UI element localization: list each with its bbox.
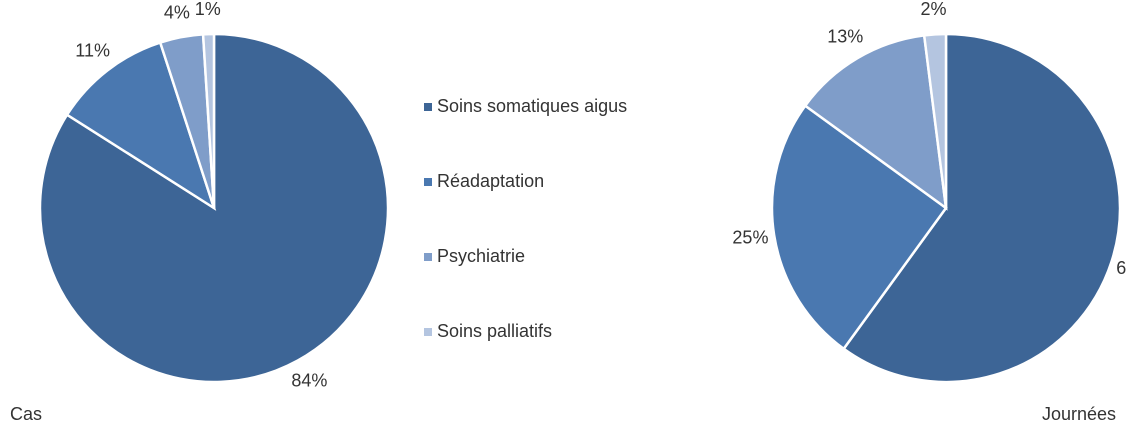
- legend-label: Soins somatiques aigus: [437, 96, 627, 116]
- data-label: 13%: [827, 26, 863, 46]
- legend-label: Réadaptation: [437, 171, 544, 191]
- legend-swatch: [424, 103, 432, 111]
- pie-slice: [922, 32, 948, 209]
- data-label: 2%: [921, 0, 947, 19]
- data-label: 1%: [195, 0, 221, 19]
- data-label: 60%: [1116, 258, 1126, 278]
- data-label: 11%: [75, 40, 110, 60]
- chart-title: Journées: [1042, 404, 1116, 424]
- chart-title: Cas: [10, 404, 42, 424]
- legend-swatch: [424, 253, 432, 261]
- pie-slice: [65, 40, 217, 211]
- legend-swatch: [424, 178, 432, 186]
- pie-slice: [803, 33, 948, 211]
- legend-label: Psychiatrie: [437, 246, 525, 266]
- data-label: 84%: [291, 370, 327, 390]
- legend-label: Soins palliatifs: [437, 321, 552, 341]
- data-label: 4%: [164, 2, 190, 22]
- legend-swatch: [424, 328, 432, 336]
- data-label: 25%: [732, 228, 768, 248]
- pie-slice: [201, 32, 216, 209]
- pie-slice: [770, 103, 948, 351]
- pie-slice: [841, 32, 1122, 384]
